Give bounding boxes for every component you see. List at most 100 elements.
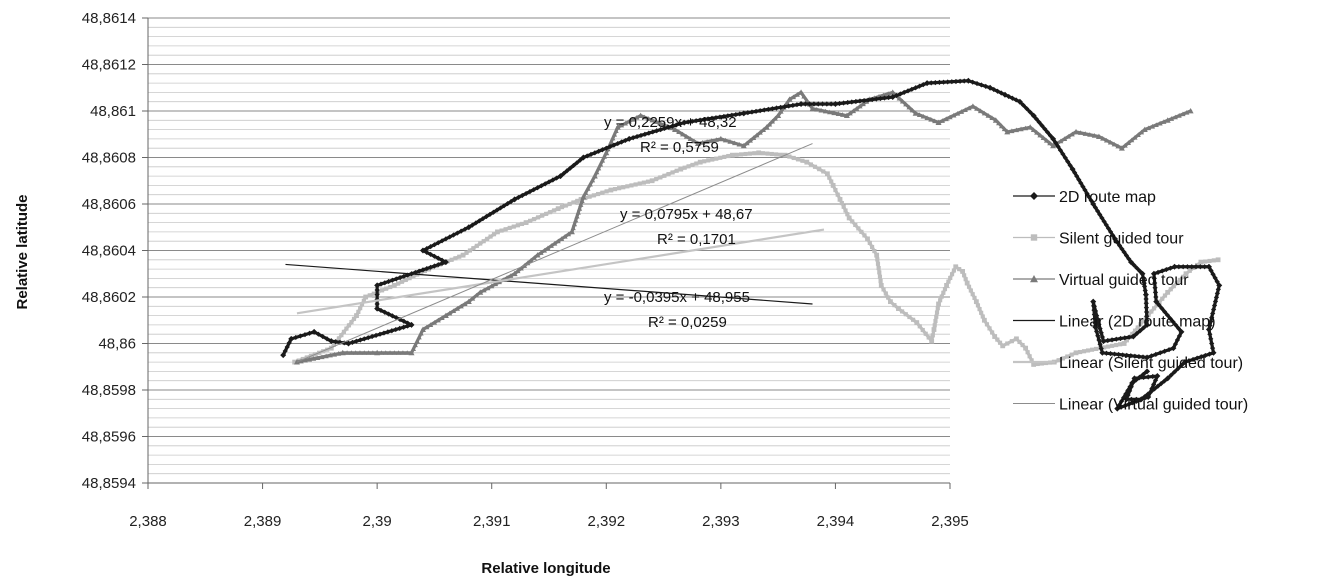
- data-point: [403, 277, 408, 283]
- data-point: [596, 191, 601, 197]
- data-point: [1042, 126, 1048, 132]
- data-point: [948, 275, 953, 281]
- data-point: [518, 265, 524, 271]
- data-point: [1097, 341, 1103, 347]
- data-point: [596, 165, 602, 171]
- data-point: [1009, 339, 1014, 344]
- data-point: [508, 198, 514, 205]
- data-point: [861, 97, 867, 104]
- data-point: [378, 281, 384, 287]
- data-point: [282, 348, 288, 354]
- data-point: [450, 232, 457, 238]
- x-tick-label: 2,392: [588, 513, 626, 530]
- data-point: [981, 110, 987, 116]
- data-point: [743, 151, 748, 157]
- data-point: [641, 114, 648, 120]
- data-point: [315, 331, 322, 337]
- data-point: [1124, 338, 1129, 343]
- data-point: [650, 129, 656, 135]
- data-point: [916, 112, 923, 117]
- data-point: [353, 350, 359, 355]
- data-point: [1208, 336, 1214, 342]
- data-point: [782, 104, 788, 110]
- data-point: [1187, 108, 1194, 114]
- data-point: [933, 318, 938, 324]
- data-point: [1184, 264, 1191, 270]
- data-point: [1175, 366, 1181, 372]
- data-point: [358, 306, 363, 311]
- data-point: [1143, 309, 1150, 315]
- data-point: [1149, 309, 1154, 314]
- data-point: [1162, 309, 1168, 315]
- data-point: [532, 217, 537, 222]
- data-point: [626, 118, 632, 124]
- data-point: [1102, 345, 1107, 350]
- data-point: [306, 330, 313, 336]
- data-point: [958, 109, 965, 114]
- x-tick-label: 2,394: [817, 513, 855, 530]
- data-point: [348, 350, 354, 355]
- data-point: [1077, 349, 1083, 355]
- data-point: [519, 221, 525, 227]
- data-point: [713, 137, 719, 142]
- data-point: [1212, 275, 1218, 281]
- data-point: [725, 113, 731, 119]
- data-point: [934, 314, 939, 319]
- data-point: [727, 139, 733, 144]
- series-segment: [891, 81, 929, 99]
- data-point: [431, 319, 438, 325]
- data-point: [928, 80, 934, 86]
- data-point: [641, 180, 646, 185]
- data-point: [1124, 352, 1130, 358]
- data-point: [478, 241, 483, 246]
- data-point: [1163, 266, 1169, 273]
- data-point: [923, 331, 928, 336]
- data-point: [302, 357, 308, 363]
- data-point: [1202, 352, 1208, 359]
- data-point: [297, 333, 303, 339]
- data-point: [1128, 396, 1135, 402]
- legend-label: Silent guided tour: [1059, 231, 1184, 248]
- data-point: [1180, 264, 1186, 270]
- data-point: [386, 311, 392, 317]
- data-point: [673, 122, 679, 128]
- data-point: [489, 283, 495, 289]
- data-point: [1152, 377, 1159, 383]
- data-point: [1130, 400, 1136, 406]
- data-point: [1161, 378, 1167, 384]
- data-point: [508, 273, 514, 278]
- data-point: [989, 115, 995, 121]
- data-point: [589, 177, 596, 183]
- data-point: [801, 93, 807, 99]
- data-point: [966, 105, 972, 111]
- legend-item: Linear (Silent guided tour): [1013, 355, 1243, 372]
- data-point: [428, 264, 434, 270]
- data-point: [654, 177, 659, 182]
- data-point: [1212, 298, 1219, 305]
- data-point: [697, 117, 703, 123]
- data-point: [397, 325, 403, 331]
- data-point: [645, 116, 651, 121]
- data-point: [1105, 225, 1112, 232]
- data-point: [570, 225, 576, 231]
- data-point: [1151, 381, 1157, 388]
- data-point: [374, 301, 380, 307]
- data-point: [550, 177, 556, 183]
- data-point: [1060, 356, 1066, 361]
- data-point: [315, 355, 321, 360]
- data-point: [608, 139, 614, 144]
- data-point: [1202, 264, 1208, 270]
- data-point: [531, 255, 537, 260]
- data-point: [1030, 127, 1037, 133]
- data-point: [947, 114, 953, 120]
- data-point: [1036, 119, 1042, 125]
- data-point: [1069, 352, 1074, 357]
- data-point: [1103, 350, 1110, 356]
- data-point: [827, 175, 832, 180]
- series-layer: [280, 77, 1223, 412]
- data-point: [1132, 328, 1138, 333]
- data-point: [1141, 283, 1148, 289]
- data-point: [458, 303, 464, 309]
- data-point: [389, 328, 395, 334]
- data-point: [369, 333, 375, 340]
